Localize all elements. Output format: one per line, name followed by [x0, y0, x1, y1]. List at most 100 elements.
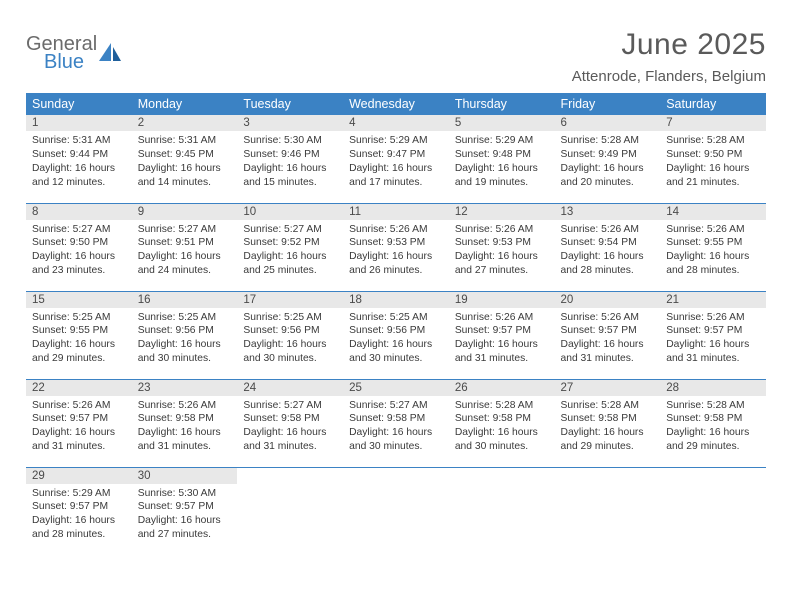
day-content: Sunrise: 5:31 AMSunset: 9:44 PMDaylight:… — [26, 131, 132, 194]
sunrise-line: Sunrise: 5:31 AM — [138, 134, 232, 148]
daylight-line: Daylight: 16 hours and 28 minutes. — [561, 250, 655, 278]
sunrise-line: Sunrise: 5:28 AM — [666, 399, 760, 413]
daylight-line: Daylight: 16 hours and 24 minutes. — [138, 250, 232, 278]
day-content: Sunrise: 5:29 AMSunset: 9:47 PMDaylight:… — [343, 131, 449, 194]
sunrise-line: Sunrise: 5:26 AM — [561, 223, 655, 237]
daylight-line: Daylight: 16 hours and 30 minutes. — [349, 426, 443, 454]
weekday-header: Tuesday — [237, 93, 343, 115]
day-content: Sunrise: 5:30 AMSunset: 9:46 PMDaylight:… — [237, 131, 343, 194]
calendar-row: 22Sunrise: 5:26 AMSunset: 9:57 PMDayligh… — [26, 379, 766, 467]
sunset-line: Sunset: 9:49 PM — [561, 148, 655, 162]
sunset-line: Sunset: 9:54 PM — [561, 236, 655, 250]
day-content: Sunrise: 5:26 AMSunset: 9:58 PMDaylight:… — [132, 396, 238, 459]
day-number: 5 — [449, 115, 555, 131]
daylight-line: Daylight: 16 hours and 30 minutes. — [138, 338, 232, 366]
calendar-cell: 3Sunrise: 5:30 AMSunset: 9:46 PMDaylight… — [237, 115, 343, 203]
calendar-cell: 25Sunrise: 5:27 AMSunset: 9:58 PMDayligh… — [343, 379, 449, 467]
calendar-cell: 12Sunrise: 5:26 AMSunset: 9:53 PMDayligh… — [449, 203, 555, 291]
day-content: Sunrise: 5:28 AMSunset: 9:58 PMDaylight:… — [555, 396, 661, 459]
day-content: Sunrise: 5:27 AMSunset: 9:52 PMDaylight:… — [237, 220, 343, 283]
daylight-line: Daylight: 16 hours and 31 minutes. — [666, 338, 760, 366]
day-content: Sunrise: 5:29 AMSunset: 9:57 PMDaylight:… — [26, 484, 132, 547]
day-content: Sunrise: 5:25 AMSunset: 9:56 PMDaylight:… — [132, 308, 238, 371]
sunset-line: Sunset: 9:56 PM — [243, 324, 337, 338]
weekday-header: Saturday — [660, 93, 766, 115]
day-content: Sunrise: 5:25 AMSunset: 9:56 PMDaylight:… — [237, 308, 343, 371]
sunset-line: Sunset: 9:56 PM — [349, 324, 443, 338]
weekday-header-row: SundayMondayTuesdayWednesdayThursdayFrid… — [26, 93, 766, 115]
sunrise-line: Sunrise: 5:27 AM — [32, 223, 126, 237]
calendar-cell: 2Sunrise: 5:31 AMSunset: 9:45 PMDaylight… — [132, 115, 238, 203]
calendar-cell — [343, 467, 449, 555]
day-number: 17 — [237, 292, 343, 308]
calendar-cell: 28Sunrise: 5:28 AMSunset: 9:58 PMDayligh… — [660, 379, 766, 467]
day-number: 10 — [237, 204, 343, 220]
calendar-cell: 1Sunrise: 5:31 AMSunset: 9:44 PMDaylight… — [26, 115, 132, 203]
sunrise-line: Sunrise: 5:25 AM — [138, 311, 232, 325]
sunset-line: Sunset: 9:45 PM — [138, 148, 232, 162]
day-number: 25 — [343, 380, 449, 396]
calendar-cell: 17Sunrise: 5:25 AMSunset: 9:56 PMDayligh… — [237, 291, 343, 379]
sunrise-line: Sunrise: 5:28 AM — [666, 134, 760, 148]
sunrise-line: Sunrise: 5:26 AM — [455, 223, 549, 237]
sunrise-line: Sunrise: 5:26 AM — [561, 311, 655, 325]
day-content: Sunrise: 5:29 AMSunset: 9:48 PMDaylight:… — [449, 131, 555, 194]
sunrise-line: Sunrise: 5:26 AM — [666, 311, 760, 325]
calendar-cell: 5Sunrise: 5:29 AMSunset: 9:48 PMDaylight… — [449, 115, 555, 203]
month-title: June 2025 — [572, 28, 766, 62]
sunrise-line: Sunrise: 5:28 AM — [455, 399, 549, 413]
sunset-line: Sunset: 9:57 PM — [455, 324, 549, 338]
sunset-line: Sunset: 9:53 PM — [349, 236, 443, 250]
daylight-line: Daylight: 16 hours and 31 minutes. — [243, 426, 337, 454]
day-content: Sunrise: 5:25 AMSunset: 9:55 PMDaylight:… — [26, 308, 132, 371]
sunset-line: Sunset: 9:58 PM — [455, 412, 549, 426]
day-number: 16 — [132, 292, 238, 308]
day-number: 8 — [26, 204, 132, 220]
calendar-cell: 4Sunrise: 5:29 AMSunset: 9:47 PMDaylight… — [343, 115, 449, 203]
sunset-line: Sunset: 9:57 PM — [32, 412, 126, 426]
daylight-line: Daylight: 16 hours and 31 minutes. — [138, 426, 232, 454]
calendar-cell: 11Sunrise: 5:26 AMSunset: 9:53 PMDayligh… — [343, 203, 449, 291]
sunrise-line: Sunrise: 5:29 AM — [455, 134, 549, 148]
calendar-cell: 10Sunrise: 5:27 AMSunset: 9:52 PMDayligh… — [237, 203, 343, 291]
header: General Blue June 2025 Attenrode, Flande… — [26, 28, 766, 85]
daylight-line: Daylight: 16 hours and 31 minutes. — [455, 338, 549, 366]
day-number: 3 — [237, 115, 343, 131]
day-number: 26 — [449, 380, 555, 396]
calendar-cell: 19Sunrise: 5:26 AMSunset: 9:57 PMDayligh… — [449, 291, 555, 379]
calendar-cell: 23Sunrise: 5:26 AMSunset: 9:58 PMDayligh… — [132, 379, 238, 467]
sunset-line: Sunset: 9:48 PM — [455, 148, 549, 162]
calendar-table: SundayMondayTuesdayWednesdayThursdayFrid… — [26, 93, 766, 555]
calendar-cell: 20Sunrise: 5:26 AMSunset: 9:57 PMDayligh… — [555, 291, 661, 379]
day-number: 4 — [343, 115, 449, 131]
calendar-cell: 6Sunrise: 5:28 AMSunset: 9:49 PMDaylight… — [555, 115, 661, 203]
daylight-line: Daylight: 16 hours and 15 minutes. — [243, 162, 337, 190]
calendar-cell — [555, 467, 661, 555]
day-content: Sunrise: 5:26 AMSunset: 9:57 PMDaylight:… — [26, 396, 132, 459]
sunrise-line: Sunrise: 5:26 AM — [349, 223, 443, 237]
day-content: Sunrise: 5:28 AMSunset: 9:50 PMDaylight:… — [660, 131, 766, 194]
day-number: 1 — [26, 115, 132, 131]
sunset-line: Sunset: 9:57 PM — [32, 500, 126, 514]
daylight-line: Daylight: 16 hours and 29 minutes. — [666, 426, 760, 454]
day-content: Sunrise: 5:26 AMSunset: 9:57 PMDaylight:… — [449, 308, 555, 371]
day-content: Sunrise: 5:27 AMSunset: 9:50 PMDaylight:… — [26, 220, 132, 283]
sunrise-line: Sunrise: 5:28 AM — [561, 399, 655, 413]
sunset-line: Sunset: 9:55 PM — [32, 324, 126, 338]
daylight-line: Daylight: 16 hours and 29 minutes. — [32, 338, 126, 366]
daylight-line: Daylight: 16 hours and 30 minutes. — [243, 338, 337, 366]
calendar-cell: 30Sunrise: 5:30 AMSunset: 9:57 PMDayligh… — [132, 467, 238, 555]
sunrise-line: Sunrise: 5:26 AM — [455, 311, 549, 325]
sunset-line: Sunset: 9:58 PM — [138, 412, 232, 426]
sunset-line: Sunset: 9:56 PM — [138, 324, 232, 338]
sunrise-line: Sunrise: 5:27 AM — [243, 223, 337, 237]
calendar-cell: 8Sunrise: 5:27 AMSunset: 9:50 PMDaylight… — [26, 203, 132, 291]
logo: General Blue — [26, 34, 123, 72]
daylight-line: Daylight: 16 hours and 23 minutes. — [32, 250, 126, 278]
calendar-row: 1Sunrise: 5:31 AMSunset: 9:44 PMDaylight… — [26, 115, 766, 203]
weekday-header: Friday — [555, 93, 661, 115]
calendar-cell: 18Sunrise: 5:25 AMSunset: 9:56 PMDayligh… — [343, 291, 449, 379]
day-number: 27 — [555, 380, 661, 396]
sunset-line: Sunset: 9:58 PM — [243, 412, 337, 426]
day-number: 20 — [555, 292, 661, 308]
